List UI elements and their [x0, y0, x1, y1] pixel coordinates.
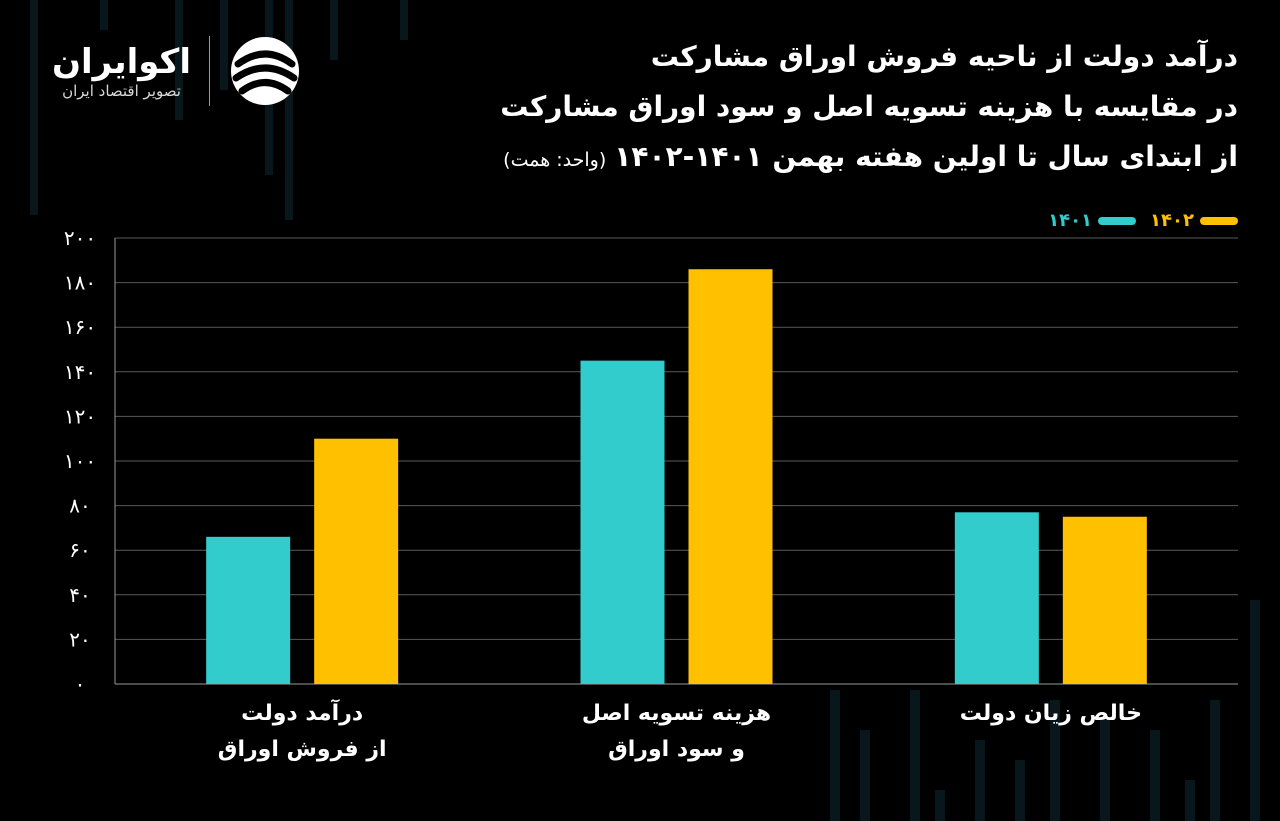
background-bar: [1050, 700, 1060, 821]
logo-tagline: تصویر اقتصاد ایران: [62, 82, 181, 100]
background-bar: [1250, 600, 1260, 821]
legend: ۱۴۰۲ ۱۴۰۱: [1048, 210, 1238, 231]
legend-label-1401: ۱۴۰۱: [1048, 210, 1093, 231]
background-bar: [100, 0, 108, 30]
logo-name: اکوایران: [52, 42, 191, 82]
background-bar: [830, 690, 840, 821]
background-bar: [975, 740, 985, 821]
y-tick-label: ۴۰: [69, 583, 90, 607]
background-bar: [1150, 730, 1160, 821]
y-tick-label: ۲۰۰: [64, 226, 96, 250]
chart-title-line-3: از ابتدای سال تا اولین هفته بهمن ۱۴۰۱-۱۴…: [503, 140, 1238, 173]
background-bar: [285, 0, 293, 220]
background-bar: [1210, 700, 1220, 821]
bar: [1062, 516, 1147, 684]
unit-note: (واحد: همت): [503, 149, 607, 171]
category-label: هزینه تسویه اصل: [582, 701, 771, 726]
category-label: از فروش اوراق: [218, 737, 387, 762]
legend-item-1401: ۱۴۰۱: [1048, 210, 1137, 231]
bar: [314, 438, 399, 684]
y-tick-label: ۱۴۰: [64, 360, 96, 384]
background-bar: [1015, 760, 1025, 821]
legend-swatch-1402: [1200, 216, 1238, 225]
background-bar: [30, 0, 38, 215]
y-tick-label: ۲۰: [69, 627, 90, 651]
bar: [954, 512, 1039, 684]
background-bar: [175, 0, 183, 120]
category-label: و سود اوراق: [608, 737, 745, 762]
y-tick-label: ۱۸۰: [64, 271, 96, 295]
background-bar: [1185, 780, 1195, 821]
legend-swatch-1401: [1098, 216, 1137, 225]
background-bar: [910, 690, 920, 821]
background-bar: [860, 730, 870, 821]
logo-mark-icon: [231, 37, 299, 105]
background-bar: [220, 0, 228, 90]
logo-text: اکوایران تصویر اقتصاد ایران: [52, 42, 191, 100]
background-bar: [330, 0, 338, 60]
bar: [206, 536, 291, 684]
y-tick-label: ۱۶۰: [64, 315, 96, 339]
background-bar: [935, 790, 945, 821]
y-tick-label: ۶۰: [69, 538, 90, 562]
legend-label-1402: ۱۴۰۲: [1150, 210, 1194, 231]
y-tick-label: ۱۰۰: [64, 449, 96, 473]
y-tick-label: ۰: [75, 672, 86, 696]
category-label: درآمد دولت: [241, 698, 363, 726]
background-bar: [400, 0, 408, 40]
category-label: خالص زیان دولت: [960, 701, 1142, 726]
bar: [580, 360, 665, 684]
logo: اکوایران تصویر اقتصاد ایران: [52, 34, 302, 108]
chart-title-text: از ابتدای سال تا اولین هفته بهمن ۱۴۰۱-۱۴…: [614, 140, 1238, 173]
chart-title-line-1: درآمد دولت از ناحیه فروش اوراق مشارکت: [650, 40, 1238, 73]
logo-divider: [209, 36, 210, 106]
y-tick-label: ۱۲۰: [64, 404, 96, 428]
chart-title-line-2: در مقایسه با هزینه تسویه اصل و سود اوراق…: [500, 90, 1238, 123]
legend-item-1402: ۱۴۰۲: [1150, 210, 1238, 231]
bar: [688, 269, 773, 684]
background-bar: [1100, 720, 1110, 821]
y-tick-label: ۸۰: [69, 494, 90, 518]
